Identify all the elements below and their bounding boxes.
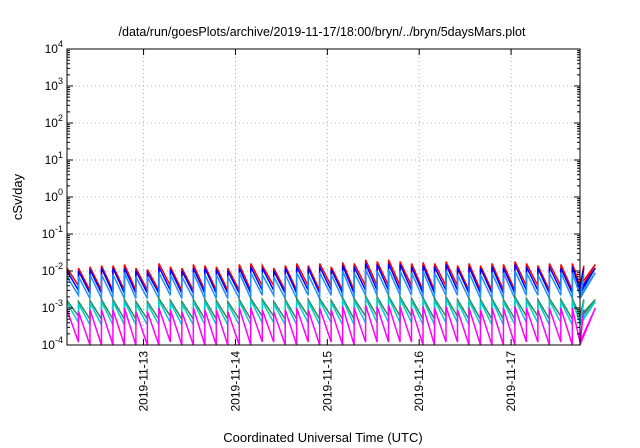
y-axis-ticks: 10-4 10-3 10-2 10-1 100 101 102 103 104 — [42, 39, 580, 352]
series-group — [66, 259, 597, 346]
y-tick-label: 10-1 — [42, 224, 63, 241]
chart-title: /data/run/goesPlots/archive/2019-11-17/1… — [119, 25, 526, 39]
y-tick-label: 103 — [45, 76, 63, 93]
y-axis-label: cSv/day — [10, 173, 25, 220]
y-tick-label: 10-2 — [42, 261, 63, 278]
x-tick-label: 2019-11-14 — [228, 351, 242, 412]
y-tick-label: 10-4 — [42, 335, 63, 352]
y-tick-label: 104 — [45, 39, 63, 56]
x-axis-ticks: 2019-11-13 2019-11-14 2019-11-15 2019-11-16… — [137, 49, 518, 412]
x-tick-label: 2019-11-15 — [320, 351, 334, 412]
x-tick-label: 2019-11-13 — [137, 351, 151, 412]
y-tick-label: 101 — [45, 150, 63, 167]
y-tick-label: 10-3 — [42, 298, 63, 315]
series-line — [66, 304, 597, 346]
y-tick-label: 100 — [45, 187, 63, 204]
x-tick-label: 2019-11-17 — [504, 351, 518, 412]
x-tick-label: 2019-11-16 — [412, 351, 426, 412]
x-axis-label: Coordinated Universal Time (UTC) — [223, 430, 422, 445]
y-tick-label: 102 — [45, 113, 63, 130]
series-line — [66, 269, 596, 299]
